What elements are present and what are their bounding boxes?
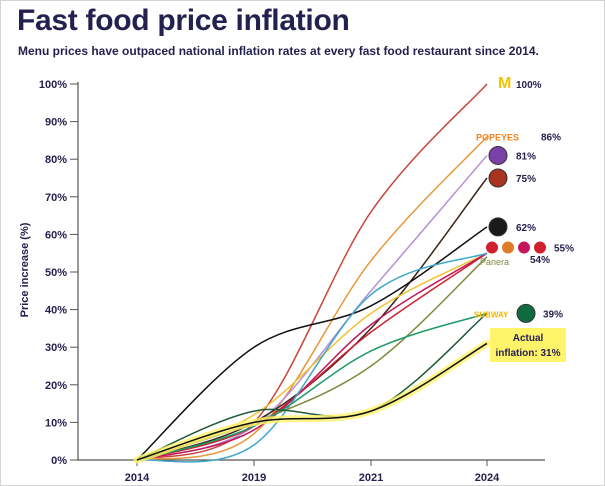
series-line-chipotle <box>136 177 488 461</box>
logo-jack-in-the-box <box>488 217 508 237</box>
series-line-subway <box>136 312 488 461</box>
chart-subtitle: Menu prices have outpaced national infla… <box>18 44 539 58</box>
logo-taco-bell <box>488 145 508 165</box>
series-line-wendy-s <box>136 252 488 463</box>
annotation-line-1: Actual <box>513 333 544 344</box>
series-line-starbucks <box>136 312 488 461</box>
logo-mcdonald-s: M <box>498 75 511 92</box>
y-tick-label: 0% <box>51 455 67 467</box>
value-label-subway: 39% <box>543 309 563 320</box>
value-label-popeyes: 86% <box>541 133 561 144</box>
logo-panera: Panera <box>480 257 509 267</box>
series-line-chick-fil-a <box>136 252 488 461</box>
series-line-jack-in-the-box <box>136 226 488 461</box>
value-label-mcdonald-s: 100% <box>516 80 542 91</box>
x-tick-label: 2014 <box>125 472 150 484</box>
y-tick-label: 50% <box>45 267 67 279</box>
logo-arby-s <box>486 241 498 254</box>
y-tick-label: 20% <box>45 380 67 392</box>
series-line-mcdonald-s <box>136 83 488 461</box>
series-highlight-actual-inflation <box>133 339 491 464</box>
series-line-popeyes <box>136 136 488 461</box>
value-label-jack-in-the-box: 62% <box>516 223 536 234</box>
value-label-arby-s: 55% <box>554 244 574 255</box>
series-line-actual-inflation <box>136 342 488 461</box>
chart-title: Fast food price inflation <box>17 4 350 37</box>
y-tick-label: 70% <box>45 192 67 204</box>
y-tick-label: 40% <box>45 305 67 317</box>
series-line-arby-s <box>136 252 488 461</box>
value-label-taco-bell: 81% <box>516 151 536 162</box>
value-label-chipotle: 75% <box>516 174 536 185</box>
logo-chick-fil-a <box>518 241 530 254</box>
y-tick-label: 100% <box>39 79 67 91</box>
x-tick-label: 2019 <box>242 472 266 484</box>
value-label-panera: 54% <box>530 255 550 266</box>
y-tick-label: 30% <box>45 342 67 354</box>
axes: 0% 10% 20% 30% 40% 50% 60% 70% 80% 90% 100% 2014 201… <box>39 79 545 484</box>
logo-starbucks <box>516 303 536 323</box>
y-tick-label: 80% <box>45 154 67 166</box>
annotation-box <box>490 328 566 362</box>
logo-subway: SUBWAY <box>474 310 509 319</box>
y-axis-label: Price increase (%) <box>19 222 31 317</box>
series-lines <box>133 83 491 464</box>
y-tick-label: 90% <box>45 117 67 129</box>
logo-chipotle <box>488 168 508 188</box>
x-tick-label: 2021 <box>359 472 383 484</box>
x-tick-label: 2024 <box>475 472 500 484</box>
logo-wendy-s <box>534 241 546 254</box>
logo-popeyes: POPEYES <box>476 133 519 143</box>
annotation-line-2: inflation: 31% <box>495 348 560 359</box>
y-tick-label: 60% <box>45 229 67 241</box>
y-tick-label: 10% <box>45 417 67 429</box>
end-labels: M POPEYES SUBWAY Panera 100% 86% 81% 75% 62% 55% 5… <box>474 75 574 362</box>
logo-burger-king <box>502 241 514 254</box>
